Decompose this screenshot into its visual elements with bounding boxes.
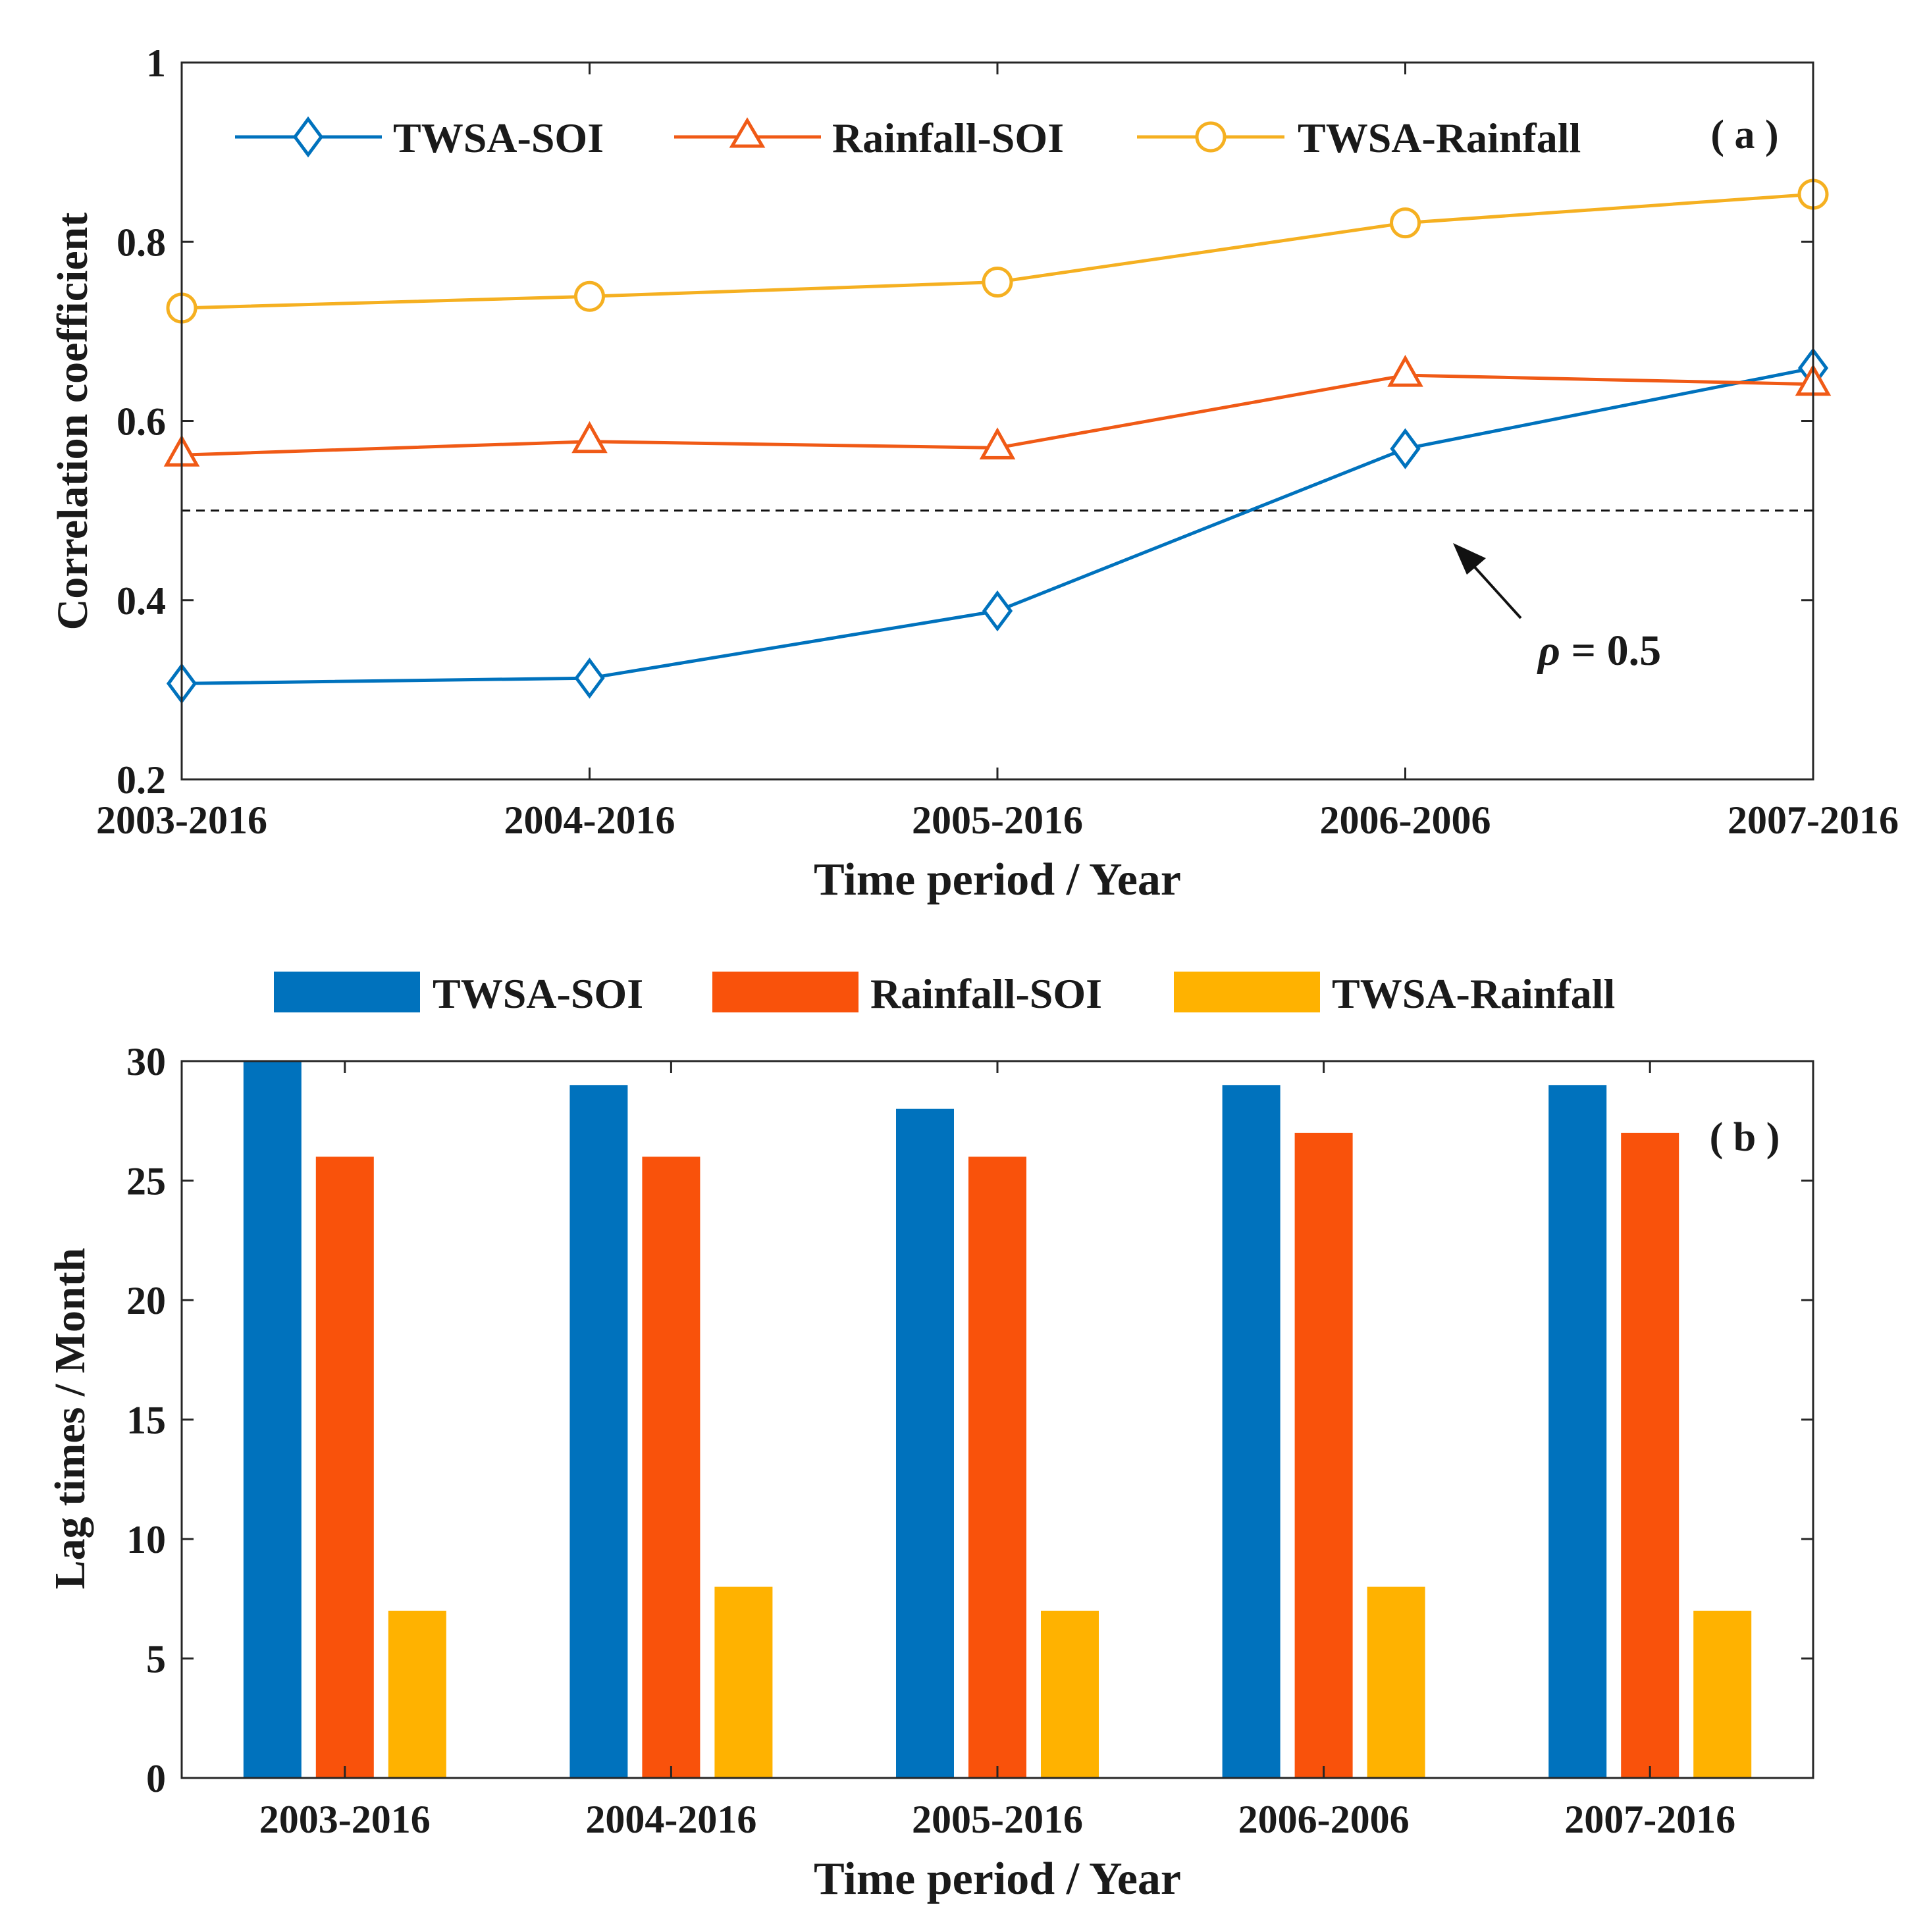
bar-rainfall-soi <box>968 1157 1026 1778</box>
legend-marker-triangle <box>729 117 766 148</box>
data-point-triangle <box>571 421 608 454</box>
legend-swatch-twsa-rainfall <box>1174 972 1320 1012</box>
bar-twsa-soi <box>1548 1085 1607 1778</box>
legend-label-rainfall-soi: Rainfall-SOI <box>832 115 1064 161</box>
data-point-circle <box>1390 207 1421 239</box>
panel-a-ticks: 0.2 0.4 0.6 0.8 1 2003-2016 2004-2016 2005-2016… <box>96 41 1899 842</box>
y-tick-label: 10 <box>126 1518 166 1561</box>
data-point-diamond <box>574 657 605 699</box>
x-tick-label: 2005-2016 <box>912 798 1083 842</box>
y-tick-label: 1 <box>146 41 166 85</box>
rho-annotation-text: ρ = 0.5 <box>1537 627 1661 675</box>
legend-swatch-twsa-soi <box>274 972 420 1012</box>
rho-annotation: ρ = 0.5 <box>1453 543 1661 675</box>
data-point-circle <box>982 267 1013 298</box>
panel-b-ticks: 0 5 10 15 20 25 30 2003-2016 2004-2016 2005-2016 2… <box>126 1040 1813 1841</box>
legend-label-twsa-rainfall: TWSA-Rainfall <box>1298 115 1581 161</box>
bar-twsa-rainfall <box>388 1610 446 1778</box>
y-tick-label: 0.4 <box>117 579 166 623</box>
legend-label-twsa-soi: TWSA-SOI <box>393 115 604 161</box>
panel-b-x-axis-label: Time period / Year <box>814 1854 1181 1904</box>
legend-marker-circle <box>1195 121 1227 153</box>
legend-swatch-rainfall-soi <box>712 972 859 1012</box>
panel-a-x-axis-label: Time period / Year <box>814 854 1181 905</box>
y-tick-label: 0.2 <box>117 758 166 802</box>
x-tick-label: 2003-2016 <box>259 1798 431 1841</box>
series-twsa-rainfall <box>166 178 1829 324</box>
annotation-arrowhead <box>1453 543 1486 575</box>
legend-label-twsa-soi: TWSA-SOI <box>433 970 643 1017</box>
panel-b-y-axis-label: Lag times / Month <box>46 1248 94 1590</box>
panel-b-legend: TWSA-SOI Rainfall-SOI TWSA-Rainfall <box>274 970 1615 1017</box>
y-tick-label: 15 <box>126 1399 166 1442</box>
y-tick-label: 20 <box>126 1279 166 1322</box>
legend-marker-diamond <box>292 116 324 158</box>
bar-twsa-soi <box>243 1061 302 1778</box>
panel-a-legend: TWSA-SOI Rainfall-SOI TWSA-Rainfall <box>235 115 1581 161</box>
bar-twsa-rainfall <box>1041 1610 1099 1778</box>
x-tick-label: 2004-2016 <box>504 798 675 842</box>
x-tick-label: 2007-2016 <box>1564 1798 1735 1841</box>
bar-twsa-rainfall <box>714 1586 773 1778</box>
bar-rainfall-soi <box>1621 1132 1679 1778</box>
panel-b-label: ( b ) <box>1710 1115 1780 1160</box>
data-point-triangle <box>979 427 1016 459</box>
panel-a-label: ( a ) <box>1710 113 1778 157</box>
data-point-diamond <box>1390 428 1421 469</box>
data-point-triangle <box>1387 354 1423 387</box>
y-tick-label: 0 <box>146 1757 166 1800</box>
y-tick-label: 0.6 <box>117 400 166 444</box>
x-tick-label: 2003-2016 <box>96 798 267 842</box>
bar-twsa-soi <box>896 1109 954 1778</box>
legend-label-twsa-rainfall: TWSA-Rainfall <box>1332 970 1615 1017</box>
data-point-diamond <box>982 590 1013 632</box>
y-tick-label: 30 <box>126 1040 166 1083</box>
x-tick-label: 2006-2006 <box>1238 1798 1410 1841</box>
x-tick-label: 2004-2016 <box>585 1798 756 1841</box>
y-tick-label: 5 <box>146 1638 166 1681</box>
bar-rainfall-soi <box>1294 1132 1353 1778</box>
panel-a-y-axis-label: Correlation coefficient <box>49 213 97 631</box>
bar-twsa-soi <box>569 1085 628 1778</box>
bar-rainfall-soi <box>642 1157 700 1778</box>
x-tick-label: 2007-2016 <box>1728 798 1899 842</box>
panel-b-bars <box>243 1061 1752 1778</box>
legend-label-rainfall-soi: Rainfall-SOI <box>870 970 1102 1017</box>
y-tick-label: 25 <box>126 1160 166 1203</box>
y-tick-label: 0.8 <box>117 221 166 264</box>
x-tick-label: 2006-2006 <box>1320 798 1491 842</box>
bar-twsa-rainfall <box>1693 1610 1752 1778</box>
bar-twsa-rainfall <box>1367 1586 1425 1778</box>
panel-b-bar-chart: TWSA-SOI Rainfall-SOI TWSA-Rainfall 0 5 10… <box>46 970 1814 1904</box>
panel-a-series <box>163 178 1832 704</box>
data-point-circle <box>574 280 605 312</box>
bar-rainfall-soi <box>315 1157 374 1778</box>
x-tick-label: 2005-2016 <box>912 1798 1083 1841</box>
bar-twsa-soi <box>1222 1085 1281 1778</box>
panel-a-line-chart: 0.2 0.4 0.6 0.8 1 2003-2016 2004-2016 2005-2016… <box>49 41 1899 905</box>
